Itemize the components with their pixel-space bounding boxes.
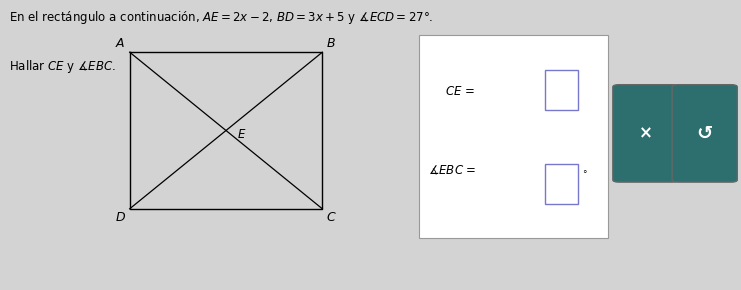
FancyBboxPatch shape xyxy=(545,164,578,204)
Text: ↺: ↺ xyxy=(697,124,713,143)
FancyBboxPatch shape xyxy=(613,85,678,182)
Text: $D$: $D$ xyxy=(115,211,126,224)
FancyBboxPatch shape xyxy=(419,35,608,238)
Text: $CE$ =: $CE$ = xyxy=(445,85,474,98)
Text: $\measuredangle EBC$ =: $\measuredangle EBC$ = xyxy=(428,164,476,177)
Text: $B$: $B$ xyxy=(326,37,336,50)
Text: °: ° xyxy=(582,170,586,179)
Text: ×: × xyxy=(639,124,652,142)
Text: $E$: $E$ xyxy=(236,128,246,141)
FancyBboxPatch shape xyxy=(545,70,578,110)
Text: En el rectángulo a continuación, $\mathit{AE}=2\mathit{x}-2$, $\mathit{BD}=3\mat: En el rectángulo a continuación, $\mathi… xyxy=(9,9,433,26)
Text: $A$: $A$ xyxy=(116,37,126,50)
FancyBboxPatch shape xyxy=(672,85,737,182)
Text: $C$: $C$ xyxy=(326,211,337,224)
Text: Hallar $\mathit{CE}$ y $\measuredangle\mathit{EBC}$.: Hallar $\mathit{CE}$ y $\measuredangle\m… xyxy=(9,58,116,75)
